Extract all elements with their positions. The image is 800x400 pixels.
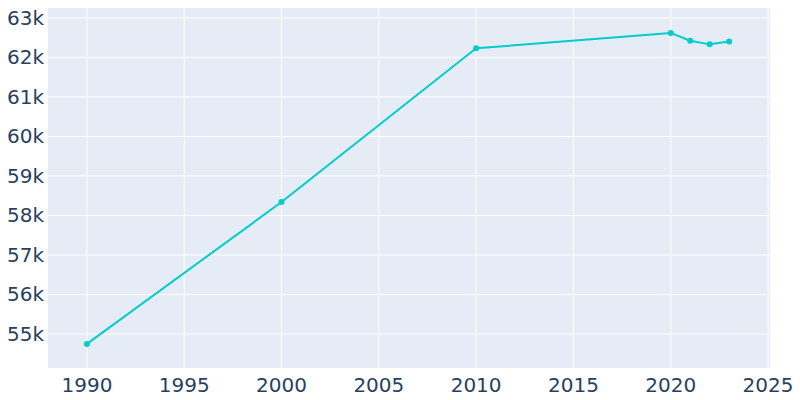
- point: [707, 41, 713, 47]
- x-grid-line: [670, 8, 671, 368]
- y-grid-line: [48, 175, 770, 176]
- y-tick-label: 63k: [7, 6, 44, 30]
- y-tick-label: 55k: [7, 322, 44, 346]
- y-grid-line: [48, 215, 770, 216]
- x-tick-label: 2015: [548, 373, 599, 397]
- point: [668, 30, 674, 36]
- x-tick-label: 2000: [256, 373, 307, 397]
- y-tick-label: 62k: [7, 45, 44, 69]
- y-grid-line: [48, 334, 770, 335]
- y-grid-line: [48, 57, 770, 58]
- x-tick-label: 1995: [159, 373, 210, 397]
- data-layer: [84, 30, 732, 347]
- plot-background: [48, 8, 770, 368]
- point: [687, 38, 693, 44]
- x-grid-line: [573, 8, 574, 368]
- line: [87, 33, 729, 344]
- tick-labels: 1990 1995 2000 2005 2010 2015 2020 2025 55k 56k 57…: [7, 6, 794, 397]
- y-grid-line: [48, 254, 770, 255]
- point: [84, 341, 90, 347]
- y-tick-label: 56k: [7, 282, 44, 306]
- x-tick-label: 2020: [645, 373, 696, 397]
- chart-svg: 1990 1995 2000 2005 2010 2015 2020 2025 55k 56k 57…: [0, 0, 800, 400]
- point: [473, 45, 479, 51]
- point: [726, 39, 732, 45]
- x-grid-line: [768, 8, 769, 368]
- x-grid-line: [378, 8, 379, 368]
- x-grid-line: [476, 8, 477, 368]
- x-grid-line: [184, 8, 185, 368]
- x-grid-line: [281, 8, 282, 368]
- chart-container: 1990 1995 2000 2005 2010 2015 2020 2025 55k 56k 57…: [0, 0, 800, 400]
- y-tick-label: 60k: [7, 124, 44, 148]
- x-grid-line: [86, 8, 87, 368]
- y-tick-label: 61k: [7, 85, 44, 109]
- x-tick-label: 1990: [61, 373, 112, 397]
- point: [279, 199, 285, 205]
- grid: [48, 8, 770, 368]
- y-tick-label: 57k: [7, 243, 44, 267]
- x-tick-label: 2005: [353, 373, 404, 397]
- y-grid-line: [48, 96, 770, 97]
- y-tick-label: 59k: [7, 164, 44, 188]
- y-grid-line: [48, 17, 770, 18]
- x-tick-label: 2025: [743, 373, 794, 397]
- x-tick-label: 2010: [451, 373, 502, 397]
- y-grid-line: [48, 136, 770, 137]
- y-tick-label: 58k: [7, 203, 44, 227]
